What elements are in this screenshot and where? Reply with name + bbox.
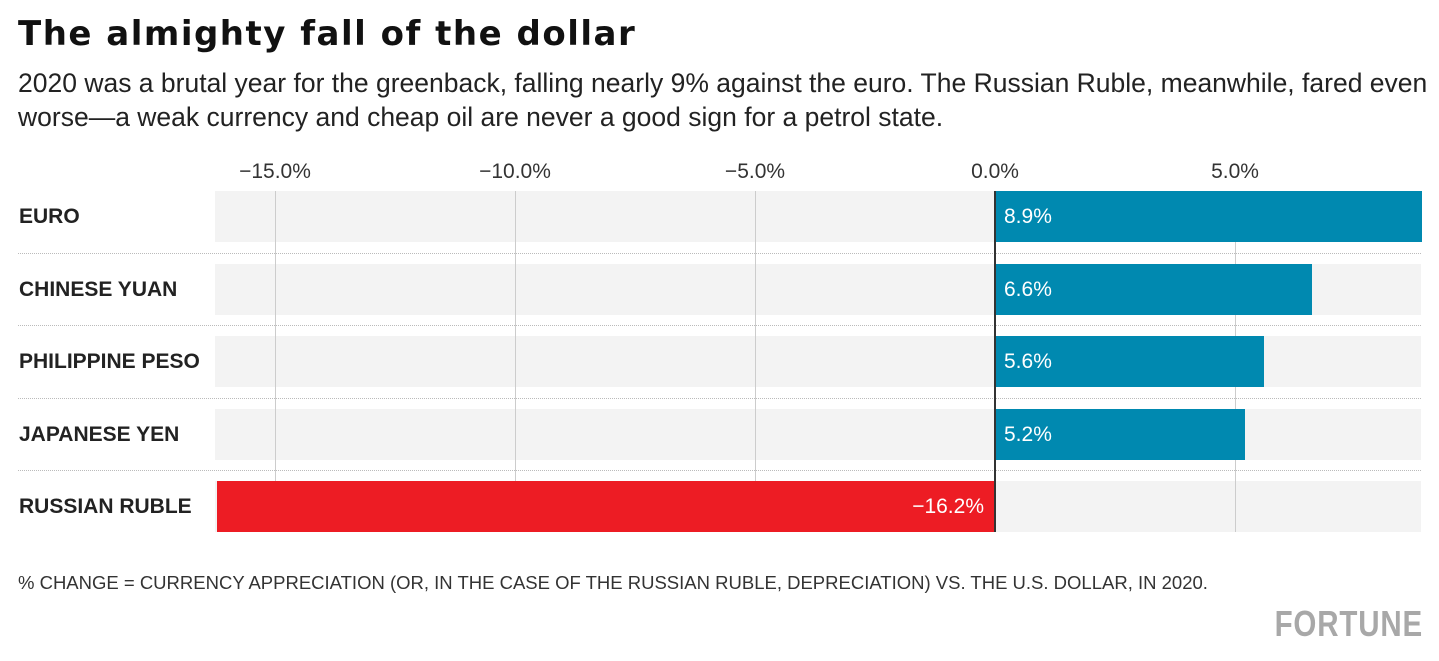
value-label: 6.6% (1004, 277, 1052, 301)
chart-title: The almighty fall of the dollar (18, 14, 637, 54)
category-label: RUSSIAN RUBLE (19, 495, 192, 518)
x-tick-label: −5.0% (724, 160, 786, 183)
value-label: −16.2% (912, 495, 984, 518)
bar (217, 481, 995, 532)
category-label: EURO (19, 205, 80, 228)
gridline (514, 191, 516, 532)
value-label: 5.2% (1004, 422, 1052, 446)
value-label: 5.6% (1004, 350, 1052, 373)
x-tick-label: −15.0% (239, 160, 311, 183)
chart-subtitle: 2020 was a brutal year for the greenback… (18, 68, 1428, 132)
gridline (274, 191, 276, 532)
fortune-logo: FORTUNE (1274, 603, 1423, 644)
row-separator (18, 325, 1421, 326)
row-separator (18, 397, 1421, 399)
bar (995, 408, 1245, 460)
category-label: JAPANESE YEN (19, 422, 180, 446)
gridline (754, 191, 756, 532)
row-separator (18, 252, 1421, 254)
chart-note: % CHANGE = CURRENCY APPRECIATION (OR, IN… (18, 572, 1208, 593)
zero-line (994, 191, 996, 532)
x-tick-label: −10.0% (479, 160, 551, 183)
category-label: CHINESE YUAN (19, 277, 178, 301)
x-tick-label: 0.0% (971, 160, 1019, 183)
category-label: PHILIPPINE PESO (19, 350, 200, 373)
bar (995, 191, 1423, 242)
value-label: 8.9% (1004, 205, 1052, 228)
x-tick-label: 5.0% (1211, 160, 1259, 183)
bar (995, 336, 1264, 387)
row-separator (18, 470, 1421, 471)
bar (995, 263, 1312, 315)
